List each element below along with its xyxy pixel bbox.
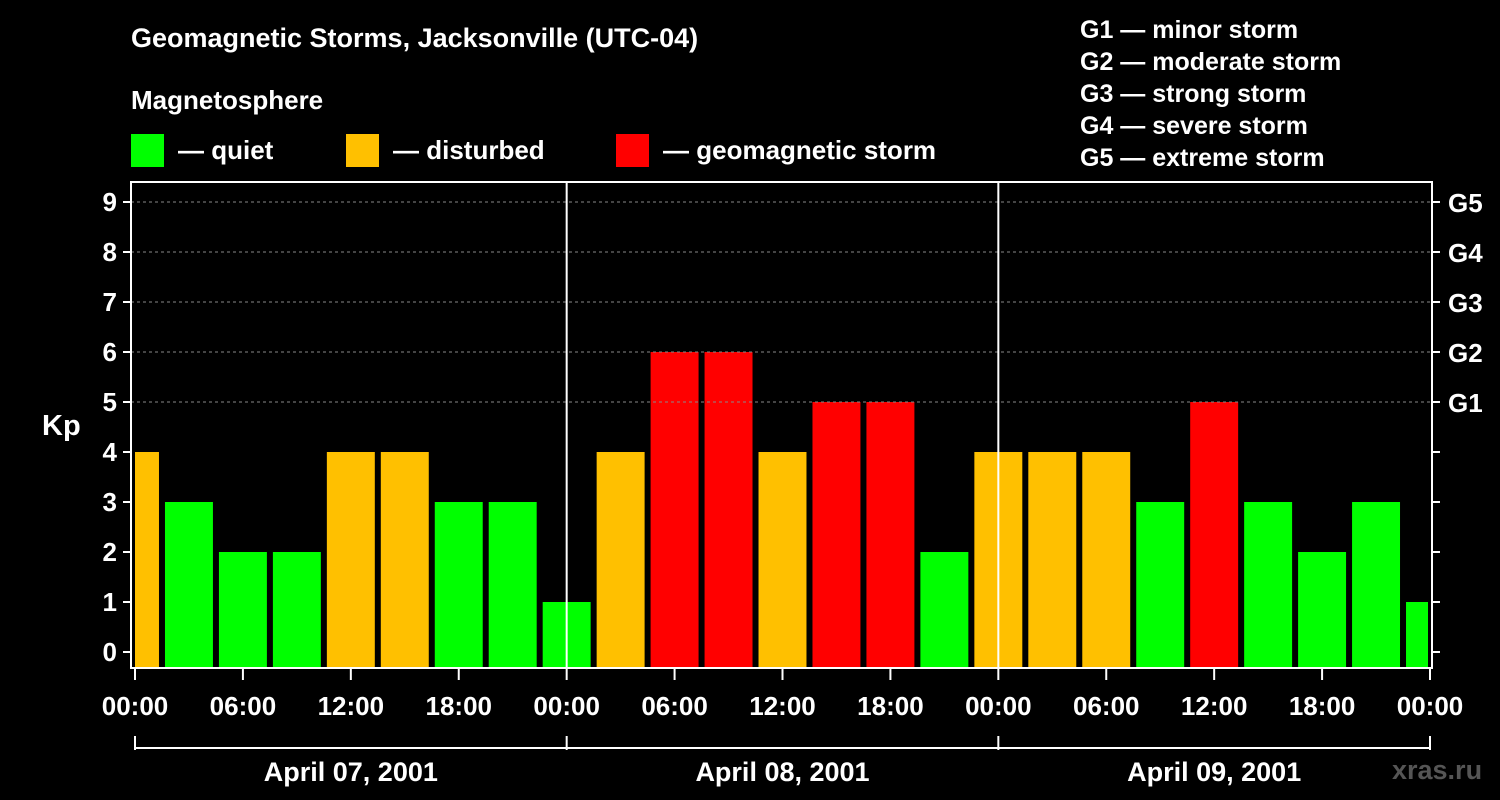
x-tick-label-3: 18:00	[426, 691, 493, 721]
x-tick-label-11: 18:00	[1289, 691, 1356, 721]
bar-12	[758, 452, 807, 668]
bar-19	[1136, 502, 1185, 668]
y-tick-label-9: 9	[103, 187, 117, 217]
bar-22	[1298, 552, 1347, 668]
watermark: xras.ru	[1392, 755, 1483, 785]
legend-item-storm: — geomagnetic storm	[616, 133, 936, 167]
x-tick-label-12: 00:00	[1397, 691, 1464, 721]
legend-label-disturbed: — disturbed	[393, 134, 545, 165]
bar-15	[920, 552, 969, 668]
legend-swatch-quiet	[131, 133, 164, 167]
x-tick-label-0: 00:00	[102, 691, 169, 721]
legend-swatch-storm	[616, 133, 649, 167]
bar-6	[434, 502, 483, 668]
bar-18	[1082, 452, 1131, 668]
legend-subtitle: Magnetosphere	[131, 85, 324, 115]
storm-scale-g3: G3 — strong storm	[1080, 80, 1307, 108]
day-label-2: April 09, 2001	[1127, 757, 1301, 787]
bar-20	[1190, 402, 1239, 668]
bar-5	[380, 452, 429, 668]
x-tick-label-10: 12:00	[1181, 691, 1248, 721]
day-label-1: April 08, 2001	[695, 757, 869, 787]
bar-7	[488, 502, 537, 668]
bar-21	[1244, 502, 1293, 668]
bar-11	[704, 352, 753, 668]
chart-title: Geomagnetic Storms, Jacksonville (UTC-04…	[131, 23, 699, 53]
y-tick-label-0: 0	[103, 637, 117, 667]
storm-scale-legend: G1 — minor storm G2 — moderate storm G3 …	[1080, 14, 1341, 174]
y-tick-label-2: 2	[103, 537, 117, 567]
legend-item-disturbed: — disturbed	[346, 133, 545, 167]
bar-13	[812, 402, 861, 668]
x-tick-label-4: 00:00	[533, 691, 600, 721]
bar-14	[866, 402, 915, 668]
bar-17	[1028, 452, 1077, 668]
legend-swatch-disturbed	[346, 133, 379, 167]
y-tick-label-4: 4	[103, 437, 118, 467]
bar-2	[218, 552, 267, 668]
y-tick-label-6: 6	[103, 337, 117, 367]
y-axis-label: Kp	[42, 410, 81, 442]
bar-24	[1406, 602, 1428, 668]
bar-1	[164, 502, 213, 668]
legend-label-quiet: — quiet	[178, 134, 274, 165]
y-tick-label-1: 1	[103, 587, 117, 617]
bar-10	[650, 352, 699, 668]
storm-scale-g5: G5 — extreme storm	[1080, 144, 1325, 172]
right-tick-label-G1: G1	[1448, 388, 1483, 418]
storm-scale-g4: G4 — severe storm	[1080, 112, 1308, 140]
right-tick-label-G4: G4	[1448, 238, 1483, 268]
x-tick-label-1: 06:00	[210, 691, 277, 721]
bar-9	[596, 452, 645, 668]
y-tick-label-8: 8	[103, 237, 117, 267]
x-tick-label-8: 00:00	[965, 691, 1032, 721]
bar-23	[1352, 502, 1401, 668]
bar-0	[135, 452, 159, 668]
x-tick-label-2: 12:00	[318, 691, 385, 721]
right-tick-label-G5: G5	[1448, 188, 1483, 218]
storm-scale-g2: G2 — moderate storm	[1080, 48, 1342, 76]
bar-4	[326, 452, 375, 668]
bar-3	[272, 552, 321, 668]
y-tick-label-3: 3	[103, 487, 117, 517]
y-tick-label-5: 5	[103, 387, 117, 417]
legend-item-quiet: — quiet	[131, 133, 273, 167]
x-tick-label-5: 06:00	[641, 691, 708, 721]
right-tick-label-G2: G2	[1448, 338, 1483, 368]
legend-label-storm: — geomagnetic storm	[663, 134, 937, 165]
x-tick-label-7: 18:00	[857, 691, 924, 721]
right-tick-label-G3: G3	[1448, 288, 1483, 318]
y-tick-label-7: 7	[103, 287, 117, 317]
x-tick-label-9: 06:00	[1073, 691, 1140, 721]
storm-scale-g1: G1 — minor storm	[1080, 16, 1299, 44]
day-label-0: April 07, 2001	[264, 757, 438, 787]
x-tick-label-6: 12:00	[749, 691, 816, 721]
